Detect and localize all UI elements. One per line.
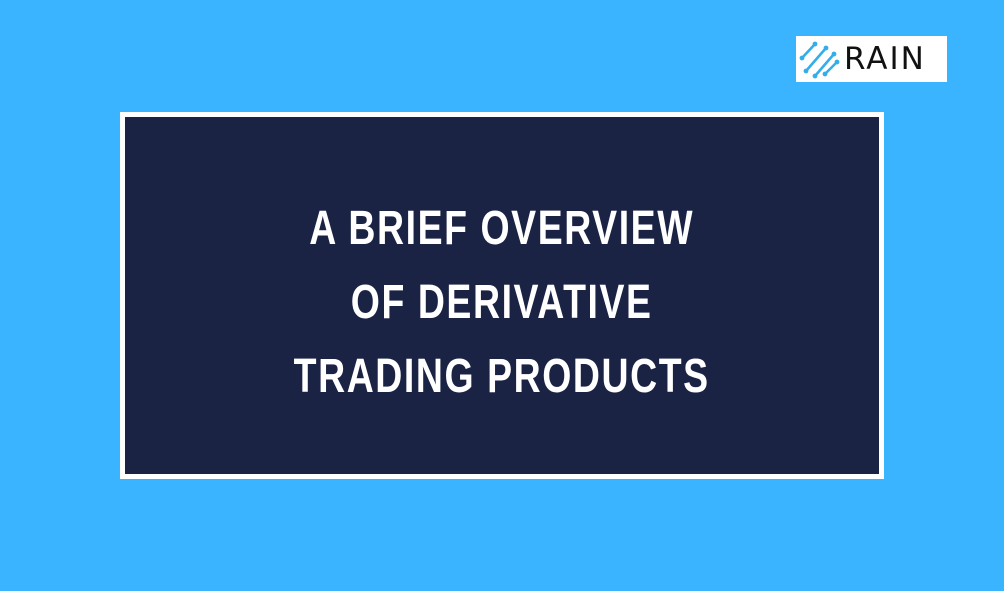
headline-line-3: TRADING PRODUCTS <box>293 349 710 403</box>
title-card: A BRIEF OVERVIEW OF DERIVATIVE TRADING P… <box>120 112 884 479</box>
rain-logo: RAIN <box>796 36 947 82</box>
headline-line-2: OF DERIVATIVE <box>351 275 653 329</box>
rain-diagonal-lines-icon <box>799 41 840 79</box>
headline-line-1: A BRIEF OVERVIEW <box>309 201 695 255</box>
headline: A BRIEF OVERVIEW OF DERIVATIVE TRADING P… <box>294 192 710 414</box>
logo-wordmark: RAIN <box>844 41 926 77</box>
